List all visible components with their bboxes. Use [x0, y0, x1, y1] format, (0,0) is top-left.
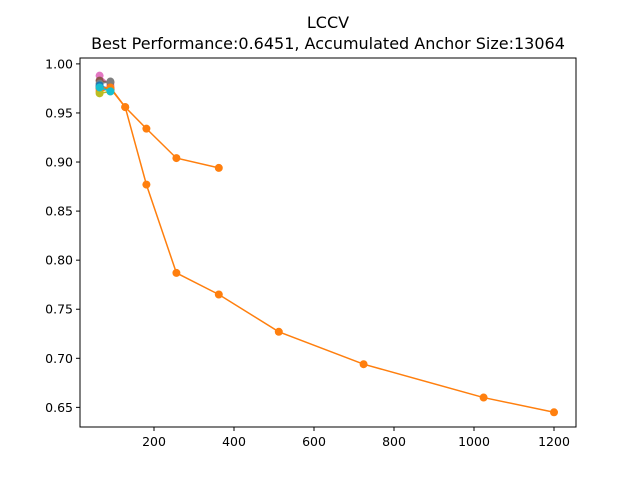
y-tick-label: 0.75	[45, 302, 73, 317]
x-tick-label: 1000	[458, 434, 490, 449]
x-tick-label: 200	[142, 434, 166, 449]
data-point	[106, 77, 115, 86]
plot-frame	[79, 57, 577, 428]
y-tick-label: 0.80	[45, 253, 73, 268]
data-point	[172, 154, 181, 163]
axes: 200 400 600 800 1000 1200 0.65 0.70 0.75 0.80 0.85…	[45, 56, 570, 449]
y-tick-label: 0.95	[45, 105, 73, 120]
y-tick-label: 1.00	[45, 56, 73, 71]
data-point	[121, 103, 130, 112]
data-point	[274, 327, 283, 336]
data-point	[95, 83, 104, 92]
y-tick-label: 0.65	[45, 400, 73, 415]
data-point	[172, 268, 181, 277]
y-tick-label: 0.90	[45, 155, 73, 170]
data-point	[550, 408, 558, 417]
data-point	[142, 180, 151, 189]
series-line-8	[99, 86, 555, 414]
x-tick-label: 400	[222, 434, 246, 449]
data-point	[359, 360, 368, 369]
data-point	[214, 163, 223, 172]
series-line-7	[99, 87, 219, 169]
chart-title: LCCV	[307, 13, 349, 32]
data-point	[95, 89, 104, 98]
data-point	[479, 393, 488, 402]
x-tick-label: 800	[382, 434, 406, 449]
x-tick-label: 1200	[538, 434, 570, 449]
y-tick-label: 0.70	[45, 351, 73, 366]
y-tick-label: 0.85	[45, 204, 73, 219]
data-point	[142, 124, 151, 133]
x-tick-label: 600	[302, 434, 326, 449]
chart-subtitle: Best Performance:0.6451, Accumulated Anc…	[91, 34, 565, 53]
plot-area	[95, 71, 558, 417]
data-point	[214, 290, 223, 299]
data-point	[106, 87, 115, 96]
